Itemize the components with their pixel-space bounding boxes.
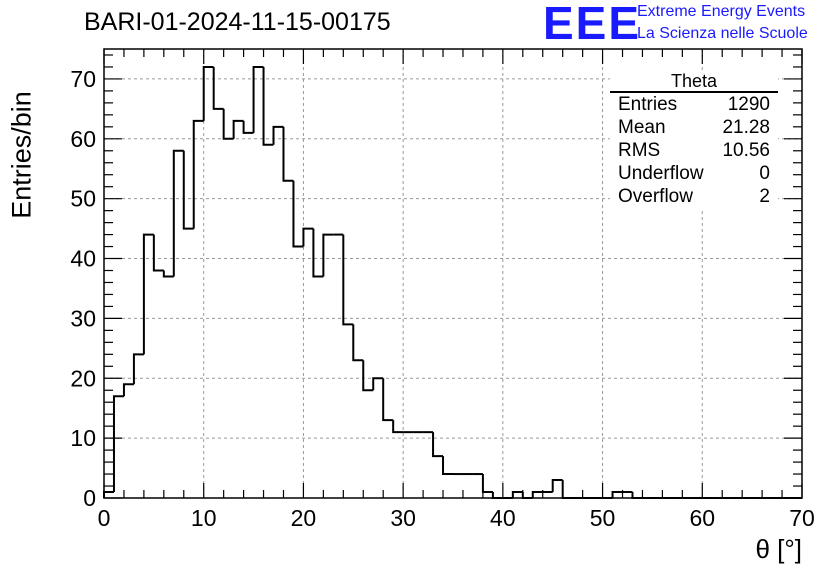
stats-value: 10.56 [722,140,770,161]
histogram-bin [511,491,523,498]
histogram-bin [442,456,453,476]
histogram-bin [531,491,543,498]
y-axis-label-box: Entries/bin [2,91,42,219]
histogram-bin [103,491,114,498]
y-tick-label: 0 [83,485,96,511]
x-tick-label: 30 [390,505,416,531]
logo-line-1: Extreme Energy Events [637,3,806,20]
stats-label: Mean [618,117,666,138]
histogram-bin [282,126,294,182]
histogram-bin [292,180,304,248]
stats-label: Overflow [618,186,693,207]
stats-row-entries: Entries 1290 [610,93,778,116]
x-tick-label: 70 [789,505,815,531]
histogram-bin [481,474,493,494]
stats-label: RMS [618,140,661,161]
histogram-bin [212,66,224,110]
x-tick-label: 60 [689,505,715,531]
stats-box: Theta Entries 1290 Mean 21.28 RMS 10.56 … [610,71,778,208]
y-axis-label: Entries/bin [6,91,37,219]
histogram-bin [432,432,444,458]
stats-row-underflow: Underflow 0 [610,162,778,185]
histogram-bin [272,125,284,145]
stats-value: 2 [759,186,770,207]
histogram-bin [162,270,174,278]
histogram-bin [372,377,384,391]
stats-title: Theta [610,71,778,93]
histogram-bin [352,324,364,362]
histogram-bin [172,149,184,277]
histogram-bin [222,108,234,140]
x-tick-label: 50 [590,505,616,531]
histogram-bin [382,378,394,422]
y-tick-label: 30 [70,305,96,331]
stats-value: 21.28 [722,117,770,138]
x-tick-label: 40 [490,505,516,531]
histogram-bin [252,65,264,133]
histogram-bin [232,119,244,139]
histogram-bin [302,227,314,247]
histogram-bin [142,233,154,355]
histogram-bin [182,150,194,230]
x-tick-label: 0 [98,505,111,531]
x-axis-label: θ [°] [755,534,802,564]
histogram-bin [112,395,124,493]
histogram-bin [192,119,204,229]
histogram-bin [322,233,334,277]
x-tick-label: 20 [291,505,317,531]
y-tick-label: 50 [70,186,96,212]
stats-row-rms: RMS 10.56 [610,139,778,162]
chart-title: BARI-01-2024-11-15-00175 [84,8,391,36]
histogram-bin [491,492,503,499]
stats-row-overflow: Overflow 2 [610,185,778,208]
stats-label: Entries [618,94,678,115]
stats-row-mean: Mean 21.28 [610,116,778,139]
eee-logo: EEE [543,0,642,49]
histogram-bin [362,360,374,392]
histogram-bin [392,420,404,434]
histogram-bin [342,234,354,326]
plot-frame [103,48,803,499]
stats-label: Underflow [618,163,704,184]
histogram-bin [122,383,134,397]
histogram-bin [312,228,324,278]
stats-value: 1290 [727,94,770,115]
histogram-bin [152,234,164,272]
histogram-bin [611,491,623,498]
y-tick-label: 40 [70,246,96,272]
histogram-bin [262,66,274,146]
histogram-bin [521,492,533,499]
histogram-bin [132,353,144,385]
y-tick-label: 20 [70,365,96,391]
stats-value: 0 [759,163,770,184]
histogram-bin [202,65,214,121]
histogram-bin [551,479,563,493]
logo-line-2: La Scienza nelle Scuole [637,25,808,42]
x-tick-label: 10 [191,505,217,531]
histogram-bin [561,480,573,499]
y-tick-label: 10 [70,425,96,451]
histogram-bin [631,492,643,499]
y-tick-label: 60 [70,126,96,152]
histogram-bin [242,120,254,134]
y-tick-label: 70 [70,66,96,92]
